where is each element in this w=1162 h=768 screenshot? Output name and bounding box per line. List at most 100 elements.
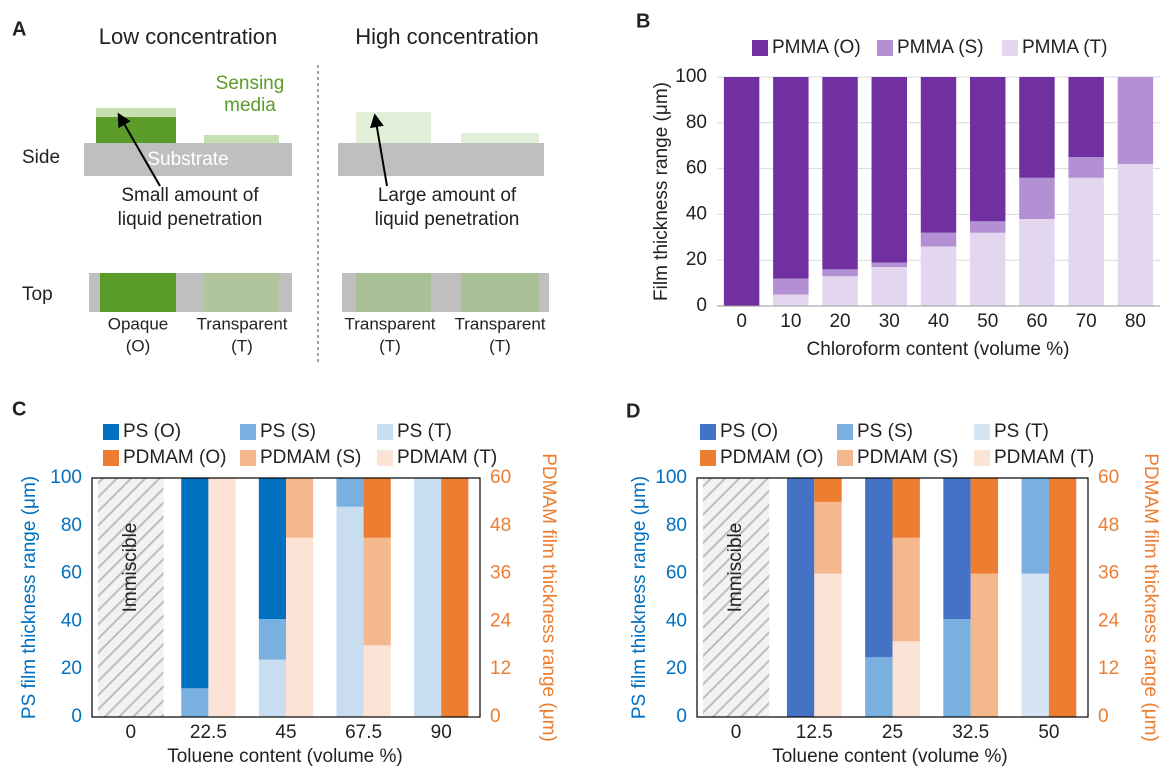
bar-segment xyxy=(814,573,842,717)
bar-segment xyxy=(773,77,809,279)
bar-segment xyxy=(943,478,971,620)
y-tick-label: 20 xyxy=(61,658,82,679)
annotation: Large amount of xyxy=(378,185,517,206)
legend-swatch xyxy=(752,40,768,56)
bar-segment xyxy=(865,478,893,658)
y-tick-label: 20 xyxy=(666,658,687,679)
bar-segment xyxy=(920,232,957,247)
bar-segment xyxy=(814,501,842,574)
legend-swatch xyxy=(700,424,716,440)
column-title: High concentration xyxy=(355,24,538,49)
bar-segment xyxy=(208,478,236,717)
bar-segment xyxy=(441,478,469,717)
y-tick-label: 100 xyxy=(655,467,687,488)
x-tick-label: 20 xyxy=(829,311,850,332)
y-tick-label: 40 xyxy=(686,203,707,224)
y2-tick-label: 24 xyxy=(1098,610,1120,631)
legend-label: PMMA (O) xyxy=(772,37,861,58)
legend-swatch xyxy=(103,424,119,440)
panel-a: A Low concentration High concentration S… xyxy=(12,18,549,365)
y2-tick-label: 0 xyxy=(490,706,501,727)
arrow xyxy=(117,112,161,187)
y2-axis-label: PDMAM film thickness range (μm) xyxy=(1140,453,1161,742)
bar-segment xyxy=(773,278,809,295)
media-top xyxy=(204,273,279,312)
immiscible-region xyxy=(98,478,164,717)
x-tick-label: 12.5 xyxy=(796,722,833,743)
top-label: Transparent xyxy=(344,314,435,333)
bar-segment xyxy=(786,478,815,717)
y-tick-label: 80 xyxy=(666,515,687,536)
annotation: liquid penetration xyxy=(118,209,263,230)
legend-swatch xyxy=(1002,40,1018,56)
y-tick-label: 40 xyxy=(666,610,687,631)
bar-segment xyxy=(822,77,858,270)
x-tick-label: 80 xyxy=(1125,311,1146,332)
top-label: Transparent xyxy=(196,314,287,333)
panel-label: B xyxy=(636,10,650,32)
bar-segment xyxy=(1048,478,1077,717)
bar-segment xyxy=(970,221,1006,233)
substrate xyxy=(338,143,544,176)
y2-tick-label: 12 xyxy=(1098,658,1119,679)
y2-tick-label: 48 xyxy=(1098,515,1119,536)
legend-label: PMMA (S) xyxy=(897,37,984,58)
x-tick-label: 90 xyxy=(431,722,452,743)
bar-segment xyxy=(363,645,391,717)
bar-segment xyxy=(871,77,907,263)
bar-segment xyxy=(1019,218,1055,306)
x-tick-label: 0 xyxy=(731,722,742,743)
bar-segment xyxy=(892,641,920,717)
x-tick-label: 70 xyxy=(1076,311,1097,332)
media xyxy=(461,133,539,143)
legend-label: PS (O) xyxy=(123,421,181,442)
substrate xyxy=(84,143,292,176)
bar-segment xyxy=(723,77,760,306)
annotation: Immiscible xyxy=(725,523,746,613)
media-top xyxy=(461,273,539,312)
top-label: Transparent xyxy=(454,314,545,333)
legend-swatch xyxy=(240,450,256,466)
x-tick-label: 60 xyxy=(1026,311,1047,332)
legend-label: PS (S) xyxy=(260,421,316,442)
panel-label: A xyxy=(12,18,26,40)
x-tick-label: 10 xyxy=(780,311,801,332)
x-axis-label: Toluene content (volume %) xyxy=(772,746,1008,767)
bar-segment xyxy=(1019,177,1055,219)
bar-segment xyxy=(920,77,957,233)
x-axis-label: Chloroform content (volume %) xyxy=(807,339,1070,360)
bar-segment xyxy=(920,246,957,306)
legend-swatch xyxy=(837,424,853,440)
legend-label: PDMAM (T) xyxy=(994,447,1094,468)
bar-segment xyxy=(1117,77,1154,165)
media xyxy=(96,108,176,117)
x-tick-label: 67.5 xyxy=(345,722,382,743)
x-tick-label: 25 xyxy=(882,722,903,743)
bar-segment xyxy=(1021,478,1049,574)
bar-segment xyxy=(1068,77,1104,158)
bar-segment xyxy=(970,573,999,717)
bar-segment xyxy=(1068,177,1104,306)
y2-tick-label: 0 xyxy=(1098,706,1109,727)
legend-label: PS (O) xyxy=(720,421,778,442)
legend-label: PS (T) xyxy=(994,421,1049,442)
top-label: Opaque xyxy=(108,314,169,333)
bar-segment xyxy=(865,657,893,717)
x-tick-label: 22.5 xyxy=(190,722,227,743)
bar-segment xyxy=(363,537,391,646)
bar-segment xyxy=(822,269,858,277)
bar-segment xyxy=(181,478,209,689)
annotation: liquid penetration xyxy=(375,209,520,230)
y-tick-label: 0 xyxy=(71,706,82,727)
y2-axis-label: PDMAM film thickness range (μm) xyxy=(538,453,559,742)
bar-segment xyxy=(258,478,286,620)
legend-label: PDMAM (O) xyxy=(123,447,226,468)
bar-segment xyxy=(970,77,1006,222)
bar-segment xyxy=(286,478,314,538)
media-top xyxy=(100,273,176,312)
y2-tick-label: 60 xyxy=(1098,467,1119,488)
y2-tick-label: 24 xyxy=(490,610,512,631)
legend-swatch xyxy=(700,450,716,466)
x-tick-label: 50 xyxy=(1038,722,1059,743)
